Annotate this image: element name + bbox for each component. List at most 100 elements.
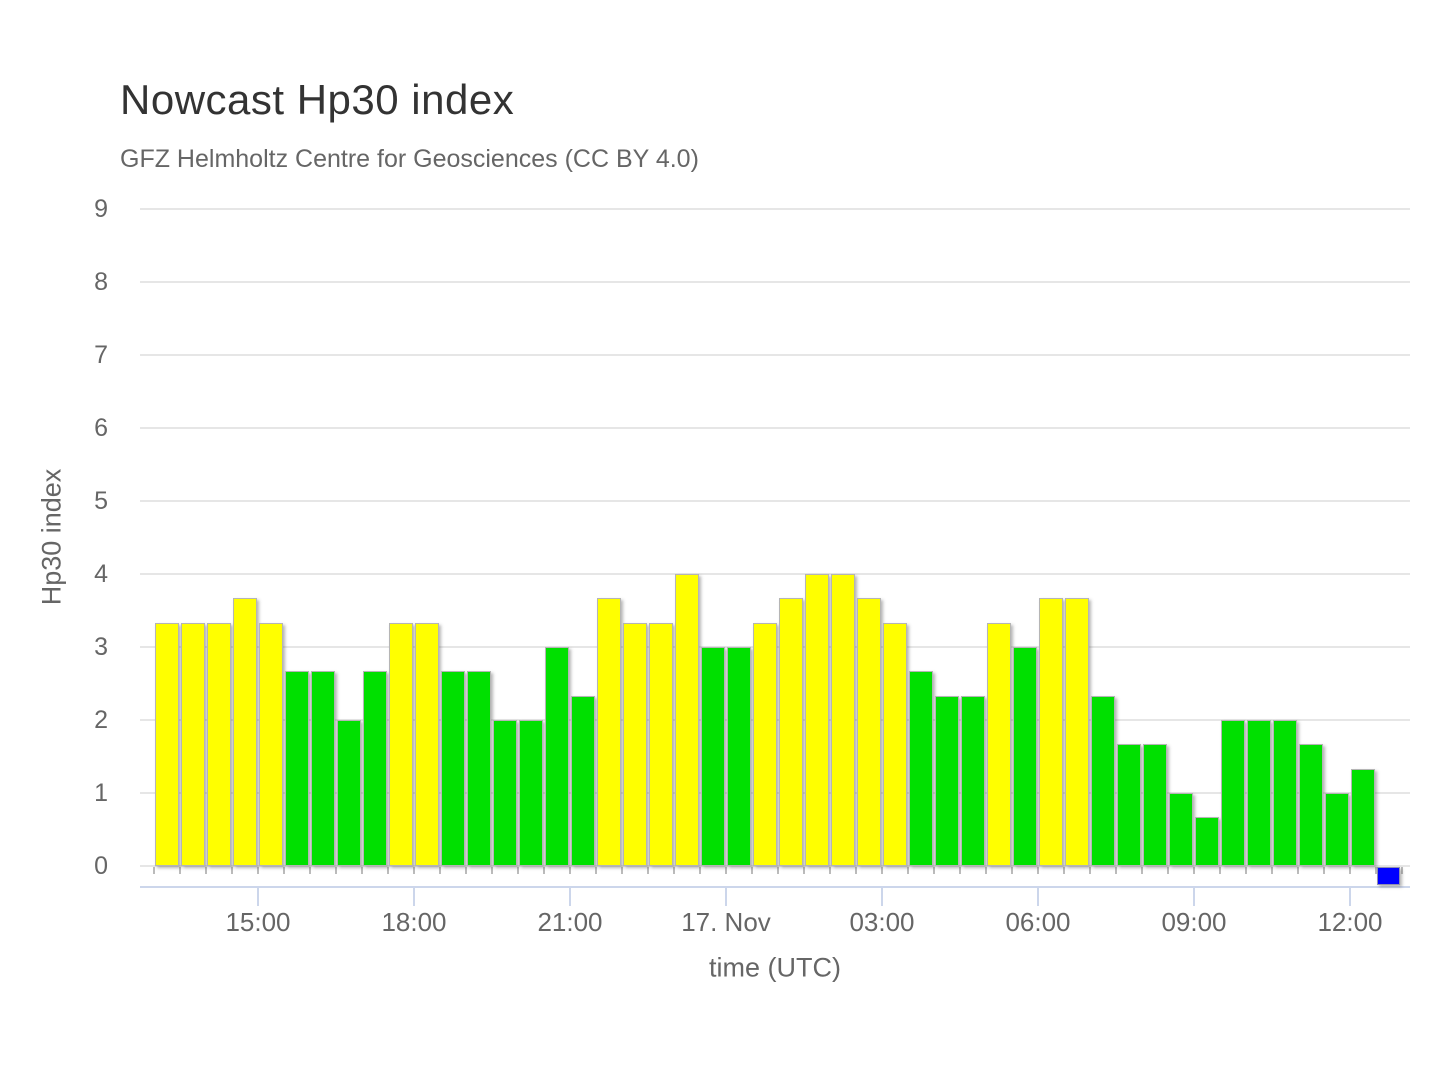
bar-boundary-tick	[699, 867, 701, 874]
bar-boundary-tick	[257, 867, 259, 874]
hp30-bar[interactable]	[180, 622, 205, 866]
hp30-bar[interactable]	[986, 622, 1011, 866]
hp30-bar[interactable]	[414, 622, 439, 866]
bar-boundary-tick	[1401, 867, 1403, 874]
hp30-bar[interactable]	[778, 597, 803, 866]
bar-boundary-tick	[205, 867, 207, 874]
grid-line	[140, 280, 1410, 283]
hp30-bar[interactable]	[206, 622, 231, 866]
x-axis-tick	[1349, 886, 1351, 906]
hp30-bar[interactable]	[1350, 768, 1375, 866]
bar-boundary-tick	[1323, 867, 1325, 874]
grid-line	[140, 426, 1410, 429]
bar-boundary-tick	[829, 867, 831, 874]
grid-line	[140, 499, 1410, 502]
hp30-bar[interactable]	[726, 646, 751, 866]
bar-boundary-tick	[1167, 867, 1169, 874]
hp30-bar[interactable]	[1142, 744, 1167, 866]
x-tick-label: 12:00	[1317, 907, 1383, 937]
x-axis-tick	[881, 886, 883, 906]
grid-line	[140, 865, 1410, 867]
hp30-bar[interactable]	[830, 573, 855, 866]
hp30-bar[interactable]	[466, 670, 491, 866]
bar-boundary-tick	[595, 867, 597, 874]
hp30-bar[interactable]	[518, 719, 543, 866]
hp30-bar[interactable]	[570, 695, 595, 866]
hp30-bar[interactable]	[388, 622, 413, 866]
chart-title: Nowcast Hp30 index	[120, 76, 515, 123]
hp30-bar[interactable]	[362, 670, 387, 866]
grid-line	[140, 353, 1410, 356]
bar-boundary-tick	[985, 867, 987, 874]
hp30-bar[interactable]	[804, 573, 829, 866]
x-axis-tick	[1037, 886, 1039, 906]
bar-boundary-tick	[569, 867, 571, 874]
bar-boundary-tick	[933, 867, 935, 874]
hp30-bar[interactable]	[908, 670, 933, 866]
bar-boundary-tick	[465, 867, 467, 874]
hp30-bar[interactable]	[1324, 792, 1349, 866]
x-tick-label: 21:00	[537, 907, 603, 937]
hp30-bar[interactable]	[284, 670, 309, 866]
hp30-bar[interactable]	[674, 573, 699, 866]
bar-boundary-tick	[517, 867, 519, 874]
y-tick-label: 6	[94, 413, 108, 442]
y-tick-label: 3	[94, 632, 108, 661]
hp30-bar[interactable]	[622, 622, 647, 866]
hp30-bar[interactable]	[1220, 719, 1245, 866]
hp30-bar[interactable]	[1272, 719, 1297, 866]
hp30-bar[interactable]	[440, 670, 465, 866]
y-tick-label: 5	[94, 486, 108, 515]
hp30-bar[interactable]	[1168, 792, 1193, 866]
hp30-bar[interactable]	[596, 597, 621, 866]
hp30-bar[interactable]	[544, 646, 569, 866]
hp30-bar[interactable]	[232, 597, 257, 866]
bar-boundary-tick	[1011, 867, 1013, 874]
bar-boundary-tick	[1245, 867, 1247, 874]
bar-boundary-tick	[1141, 867, 1143, 874]
hp30-bar[interactable]	[1298, 744, 1323, 866]
x-tick-label: 06:00	[1005, 907, 1071, 937]
current-interval-marker[interactable]	[1376, 867, 1400, 885]
hp30-bar[interactable]	[934, 695, 959, 866]
hp30-bar[interactable]	[336, 719, 361, 866]
grid-line	[140, 207, 1410, 210]
hp30-bar[interactable]	[1194, 817, 1219, 866]
hp30-bar[interactable]	[882, 622, 907, 866]
y-tick-label: 7	[94, 340, 108, 369]
hp30-bar[interactable]	[752, 622, 777, 866]
bar-boundary-tick	[907, 867, 909, 874]
bar-boundary-tick	[387, 867, 389, 874]
hp30-bar[interactable]	[1064, 597, 1089, 866]
hp30-bar[interactable]	[648, 622, 673, 866]
hp30-bar[interactable]	[1012, 646, 1037, 866]
x-axis-tick	[413, 886, 415, 906]
hp30-bar[interactable]	[310, 670, 335, 866]
x-tick-label: 09:00	[1161, 907, 1227, 937]
x-tick-label: 17. Nov	[681, 907, 771, 937]
hp30-bar[interactable]	[258, 622, 283, 866]
hp30-bar[interactable]	[1116, 744, 1141, 866]
hp30-bar[interactable]	[154, 622, 179, 866]
bar-boundary-tick	[179, 867, 181, 874]
grid-line	[140, 572, 1410, 575]
hp30-bar[interactable]	[1038, 597, 1063, 866]
bar-boundary-tick	[959, 867, 961, 874]
hp30-bar[interactable]	[700, 646, 725, 866]
hp30-bar[interactable]	[492, 719, 517, 866]
y-tick-label: 1	[94, 778, 108, 807]
hp30-bar[interactable]	[1246, 719, 1271, 866]
chart-subtitle: GFZ Helmholtz Centre for Geosciences (CC…	[120, 145, 699, 173]
x-tick-label: 18:00	[381, 907, 447, 937]
hp30-bar[interactable]	[1090, 695, 1115, 866]
bar-boundary-tick	[647, 867, 649, 874]
bar-boundary-tick	[1271, 867, 1273, 874]
x-tick-label: 03:00	[849, 907, 915, 937]
bar-boundary-tick	[803, 867, 805, 874]
hp30-bar[interactable]	[856, 597, 881, 866]
bar-boundary-tick	[673, 867, 675, 874]
x-tick-label: 15:00	[225, 907, 291, 937]
bar-boundary-tick	[1037, 867, 1039, 874]
hp30-bar[interactable]	[960, 695, 985, 866]
